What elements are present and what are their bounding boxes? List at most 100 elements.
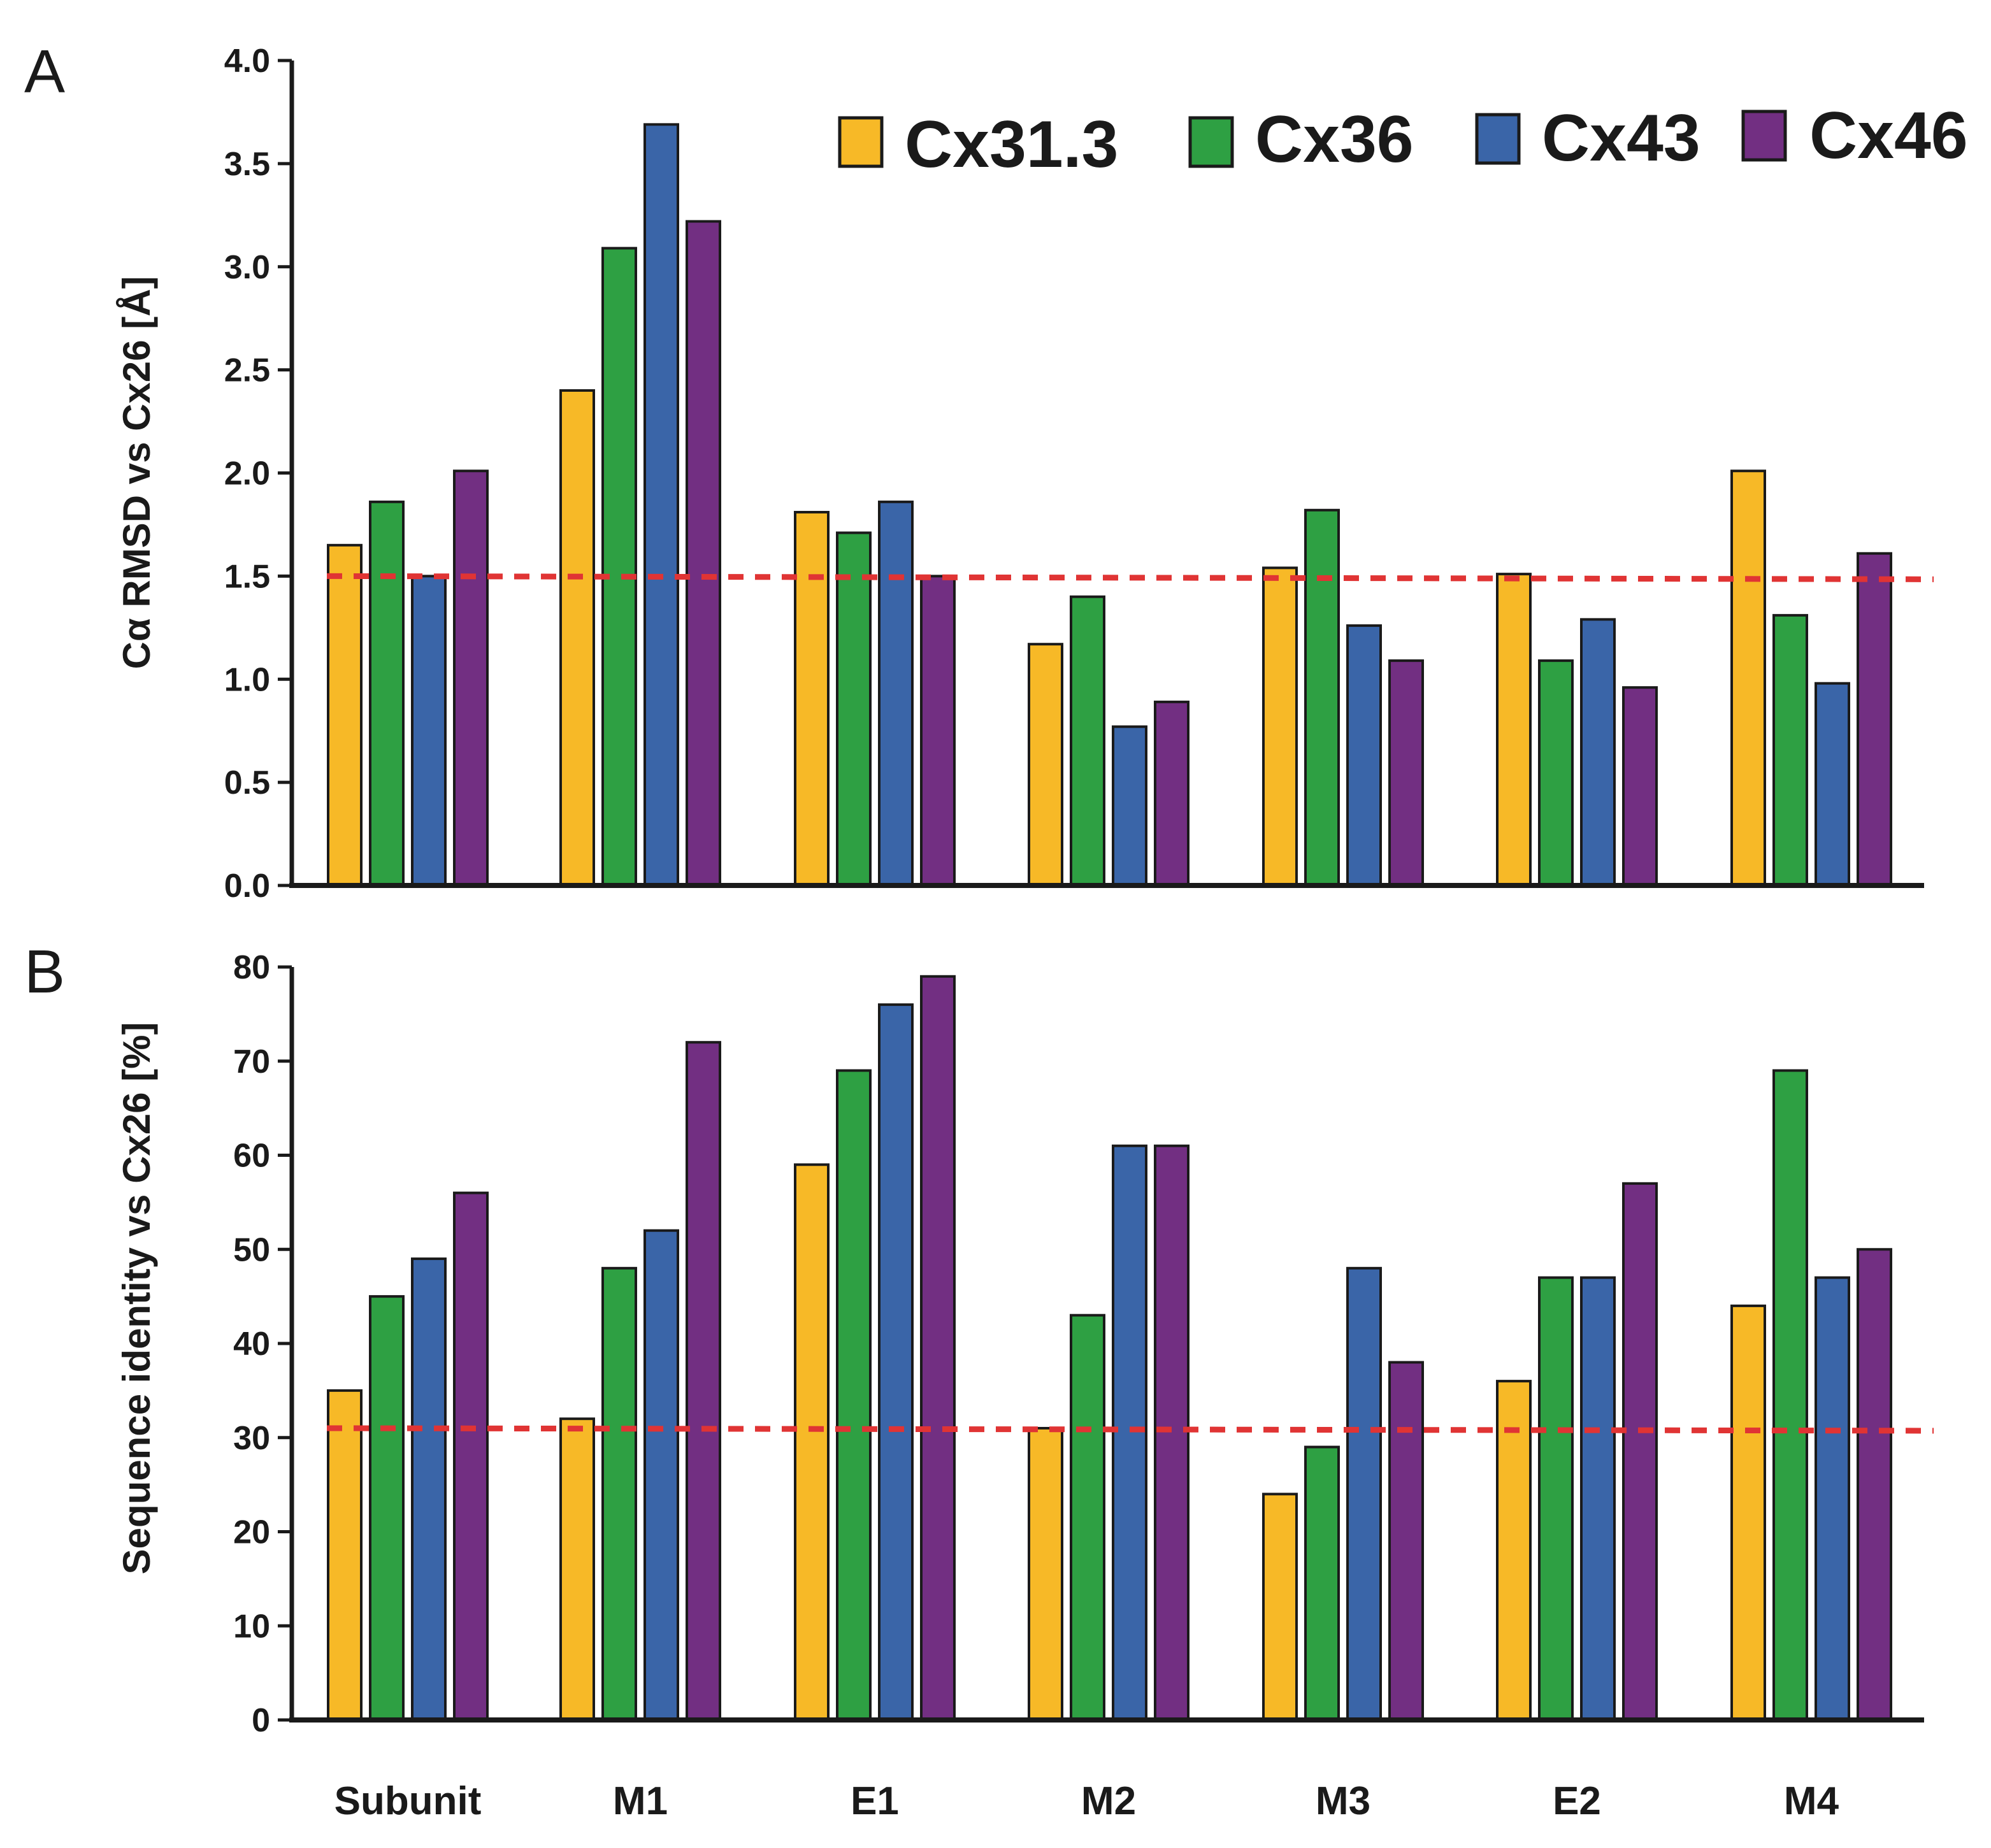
panel-b-bar-cx31-3-subunit: [327, 1389, 363, 1721]
category-label-e2: E2: [1553, 1779, 1601, 1823]
panel-b-bar-cx31-3-m1: [559, 1417, 595, 1721]
panel-a-y-tick-label: 1.5: [224, 558, 270, 595]
panel-b-bar-cx31-3-e2: [1496, 1380, 1532, 1722]
panel-a-bar-cx43-m3: [1346, 624, 1382, 887]
panel-a-bar-cx46-m4: [1857, 552, 1892, 887]
panel-b-bar-cx36-m1: [601, 1266, 637, 1722]
panel-b-bar-cx46-subunit: [453, 1191, 489, 1721]
panel-b-bar-cx36-m2: [1070, 1314, 1105, 1722]
panel-b-bar-cx43-e1: [878, 1003, 914, 1721]
panel-a-bar-cx46-subunit: [453, 469, 489, 887]
panel-b-bar-cx31-3-m2: [1028, 1426, 1063, 1722]
panel-b-bar-cx46-m4: [1857, 1248, 1892, 1721]
legend-label-cx36: Cx36: [1255, 103, 1414, 176]
category-label-m3: M3: [1316, 1779, 1370, 1823]
panel-a-y-tick-label: 3.0: [224, 249, 270, 286]
panel-b-bar-cx43-subunit: [411, 1257, 447, 1721]
panel-b-bar-cx36-subunit: [369, 1295, 405, 1721]
panel-b-bar-cx36-m3: [1304, 1445, 1340, 1721]
panel-a-bar-cx36-m4: [1772, 613, 1808, 887]
panel-b-bar-cx43-e2: [1580, 1276, 1616, 1721]
panel-a-bar-cx46-m3: [1388, 659, 1424, 887]
panel-b-y-tick-label: 60: [233, 1138, 270, 1175]
panel-b-reference-line: [326, 1425, 1934, 1434]
panel-a-bar-cx46-m2: [1154, 700, 1190, 887]
category-label-m4: M4: [1784, 1779, 1839, 1823]
panel-b-label: B: [24, 938, 65, 1006]
panel-a-bar-cx36-e1: [836, 531, 872, 887]
panel-a-plot: 0.0 0.5 1.0 1.5 2.0 2.5 3.0 3.5 4.0: [224, 43, 1934, 905]
panel-a-bar-cx46-e1: [920, 575, 956, 887]
legend-swatch-cx36: [1188, 116, 1234, 168]
panel-b-y-tick-label: 0: [252, 1702, 270, 1739]
panel-a-y-axis-label: Cα RMSD vs Cx26 [Å]: [115, 276, 158, 669]
category-label-subunit: Subunit: [334, 1779, 482, 1823]
panel-b-y-tick-label: 40: [233, 1326, 270, 1363]
panel-b-bar-cx31-3-m4: [1730, 1304, 1766, 1721]
panel-b-y-tick-label: 80: [233, 949, 270, 986]
panel-b-bar-cx46-m2: [1154, 1144, 1190, 1721]
panel-a-bar-cx36-m2: [1070, 595, 1105, 887]
panel-b-plot: 0 10 20 30 40 50 60 70 80: [233, 949, 1934, 1739]
legend-swatch-cx46: [1741, 110, 1787, 162]
panel-b-bar-cx36-e2: [1538, 1276, 1574, 1721]
panel-a-bar-cx31-3-subunit: [327, 543, 363, 887]
panel-b-bar-cx43-m2: [1112, 1144, 1147, 1721]
panel-a-bar-cx43-m2: [1112, 725, 1147, 887]
panel-b-bar-cx43-m3: [1346, 1266, 1382, 1722]
panel-a-y-tick-label: 0.5: [224, 764, 270, 801]
panel-a-y-tick-label: 3.5: [224, 146, 270, 183]
legend-swatch-cx43: [1475, 113, 1521, 165]
panel-b-y-axis-label: Sequence identity vs Cx26 [%]: [115, 1022, 158, 1575]
panel-a-bar-cx31-3-m4: [1730, 469, 1766, 887]
panel-a-bar-cx36-m3: [1304, 508, 1340, 887]
panel-b-bar-cx46-e2: [1622, 1182, 1658, 1721]
panel-a-bar-cx43-m4: [1815, 682, 1850, 887]
legend-label-cx46: Cx46: [1809, 99, 1968, 173]
panel-b-y-tick-label: 20: [233, 1514, 270, 1551]
panel-b-y-tick-label: 30: [233, 1420, 270, 1457]
panel-a-label: A: [24, 38, 65, 106]
legend-swatch-cx31-3: [838, 116, 884, 168]
panel-a-y-tick-label: 2.5: [224, 352, 270, 389]
panel-a-y-tick-label: 0.0: [224, 868, 270, 905]
panel-a-y-tick-label: 4.0: [224, 43, 270, 80]
panel-a-bar-cx43-subunit: [411, 575, 447, 887]
category-label-e1: E1: [851, 1779, 899, 1823]
panel-b-bar-cx36-m4: [1772, 1069, 1808, 1721]
panel-a-bar-cx36-subunit: [369, 500, 405, 887]
legend-label-cx31-3: Cx31.3: [905, 108, 1118, 182]
panel-a-bar-cx43-m1: [643, 123, 679, 887]
x-axis-category-labels: Subunit M1 E1 M2 M3 E2 M4: [334, 1779, 1839, 1823]
panel-b-bar-cx46-m3: [1388, 1361, 1424, 1722]
panel-a-bar-cx31-3-e1: [794, 511, 830, 887]
panel-b-y-tick-label: 50: [233, 1231, 270, 1268]
panel-b-bar-cx43-m4: [1815, 1276, 1850, 1721]
panel-a-bar-cx31-3-m3: [1262, 566, 1298, 887]
panel-b-bar-cx43-m1: [643, 1229, 679, 1721]
panel-b-bar-cx46-m1: [686, 1041, 721, 1721]
panel-a-bar-cx43-e2: [1580, 618, 1616, 887]
panel-a-y-tick-label: 1.0: [224, 661, 270, 698]
category-label-m2: M2: [1081, 1779, 1136, 1823]
panel-b-bar-cx31-3-e1: [794, 1163, 830, 1721]
panel-b-bar-cx31-3-m3: [1262, 1493, 1298, 1721]
panel-b-y-tick-label: 70: [233, 1043, 270, 1080]
category-label-m1: M1: [613, 1779, 668, 1823]
panel-b-y-tick-label: 10: [233, 1608, 270, 1645]
panel-a-bar-cx46-e2: [1622, 686, 1658, 887]
legend-label-cx43: Cx43: [1542, 101, 1700, 175]
panel-a-y-tick-label: 2.0: [224, 455, 270, 492]
panel-a-bar-cx43-e1: [878, 500, 914, 887]
panel-a-bar-cx46-m1: [686, 220, 721, 887]
panel-a-bar-cx31-3-m2: [1028, 643, 1063, 887]
panel-a-bar-cx31-3-e2: [1496, 573, 1532, 887]
panel-b-bar-cx36-e1: [836, 1069, 872, 1721]
panel-b-bar-cx46-e1: [920, 975, 956, 1721]
panel-a-bar-cx36-m1: [601, 247, 637, 887]
panel-a-bar-cx36-e2: [1538, 659, 1574, 887]
panel-a-reference-line: [326, 573, 1934, 582]
panel-a-bar-cx31-3-m1: [559, 389, 595, 887]
